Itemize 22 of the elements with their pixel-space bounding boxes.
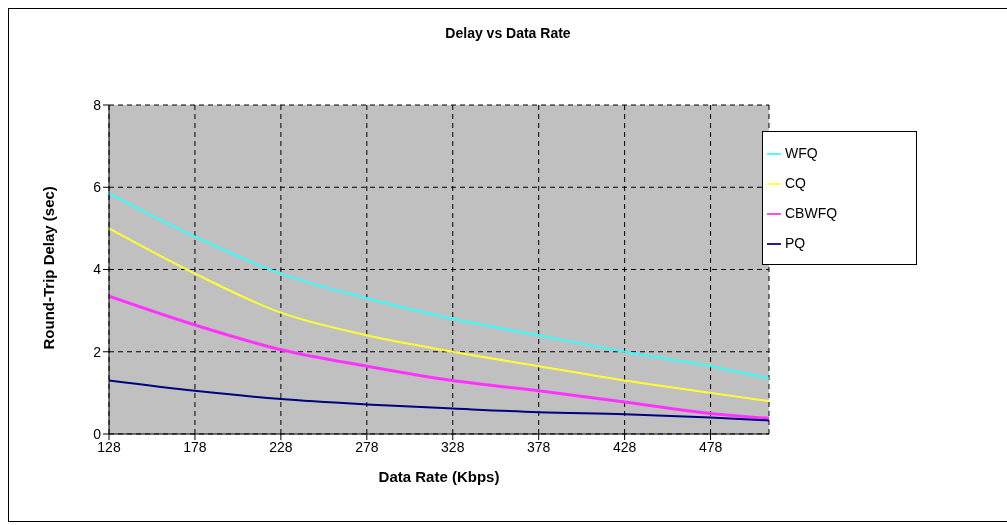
x-tick-label: 328	[441, 438, 465, 455]
x-tick-label: 278	[355, 438, 379, 455]
line-series	[109, 227, 769, 403]
x-axis-title: Data Rate (Kbps)	[378, 468, 500, 485]
x-tick-label: 428	[612, 438, 637, 455]
x-tick-label: 228	[269, 438, 293, 455]
y-tick-label: 4	[93, 261, 102, 278]
chart-title: Delay vs Data Rate	[444, 25, 572, 41]
x-tick-label: 378	[527, 438, 551, 455]
line-series	[109, 294, 769, 420]
y-tick-label: 6	[93, 179, 102, 196]
legend-label: CQ	[785, 175, 806, 191]
legend-label: CBWFQ	[785, 205, 838, 221]
legend-label: WFQ	[785, 145, 818, 161]
line-series	[109, 379, 769, 422]
x-tick-label: 178	[183, 438, 207, 455]
y-tick-label: 8	[93, 96, 102, 113]
line-series	[109, 192, 769, 380]
y-tick-label: 2	[93, 343, 102, 360]
x-tick-label: 478	[698, 438, 723, 455]
legend-label: PQ	[785, 235, 806, 251]
y-axis-title: Round-Trip Delay (sec)	[40, 186, 58, 350]
